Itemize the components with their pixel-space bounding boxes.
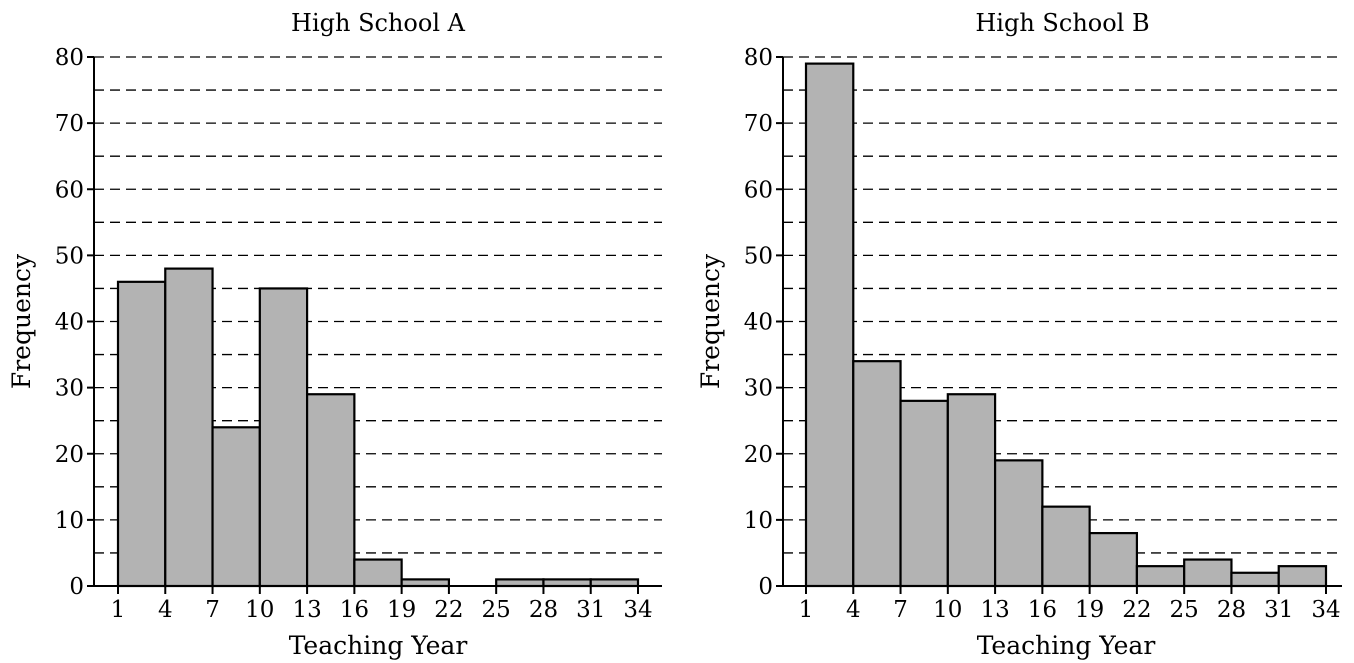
y-tick-label: 10: [55, 508, 84, 534]
chart-title: High School A: [291, 9, 466, 37]
x-tick-label: 4: [846, 597, 861, 623]
histogram-bar: [258, 287, 309, 588]
y-tick-label: 20: [55, 442, 84, 468]
x-tick-label: 19: [1075, 597, 1104, 623]
y-axis-label: Frequency: [7, 253, 36, 389]
histogram-bar: [1088, 531, 1139, 588]
y-tick-label: 60: [55, 177, 84, 203]
y-tick-label: 0: [69, 574, 84, 600]
x-tick-label: 34: [1311, 597, 1340, 623]
y-tick-label: 40: [744, 310, 773, 336]
y-axis-label: Frequency: [696, 253, 725, 389]
x-tick-label: 34: [623, 597, 652, 623]
x-tick-label: 7: [893, 597, 908, 623]
histogram-bar: [899, 399, 949, 588]
histogram-bar: [804, 62, 855, 588]
y-tick-label: 80: [744, 45, 773, 71]
grid-lines: [783, 56, 1342, 554]
x-tick-label: 16: [340, 597, 369, 623]
grid-lines: [94, 56, 662, 554]
x-tick-label: 19: [387, 597, 416, 623]
x-tick-label: 25: [1170, 597, 1199, 623]
x-axis-label: Teaching Year: [977, 631, 1156, 660]
histogram-bar: [1183, 558, 1233, 588]
histogram-bar: [1135, 565, 1186, 588]
x-tick-label: 31: [576, 597, 605, 623]
histogram-bar: [1230, 571, 1280, 588]
y-tick-label: 80: [55, 45, 84, 71]
y-tick-label: 70: [744, 111, 773, 137]
y-tick-label: 20: [744, 442, 773, 468]
x-tick-label: 25: [482, 597, 511, 623]
histogram-bar: [993, 459, 1044, 588]
y-tick-label: 50: [55, 243, 84, 269]
histogram-bar: [164, 267, 214, 588]
chart-panel-high-school-a: High School A Teaching Year Frequency 0 1…: [7, 9, 662, 660]
histogram-bar: [353, 558, 403, 588]
x-tick-label: 10: [933, 597, 962, 623]
histogram-bar: [852, 360, 902, 588]
y-tick-label: 10: [744, 508, 773, 534]
x-tick-label: 7: [205, 597, 220, 623]
histogram-bar: [1041, 505, 1091, 588]
y-tick-label: 50: [744, 243, 773, 269]
histogram-bar: [305, 393, 356, 588]
x-axis-label: Teaching Year: [289, 631, 468, 660]
y-tick-label: 60: [744, 177, 773, 203]
histogram-bar: [116, 280, 167, 588]
y-tick-label: 30: [744, 376, 773, 402]
x-tick-label: 16: [1028, 597, 1057, 623]
x-tick-label: 4: [158, 597, 173, 623]
histogram-bar: [211, 426, 261, 588]
histogram-bar: [946, 393, 997, 588]
x-tick-label: 1: [799, 597, 814, 623]
y-tick-label: 30: [55, 376, 84, 402]
x-tick-label: 10: [245, 597, 274, 623]
x-tick-label: 22: [434, 597, 463, 623]
x-tick-label: 22: [1122, 597, 1151, 623]
x-tick-label: 31: [1264, 597, 1293, 623]
x-tick-label: 28: [529, 597, 558, 623]
x-tick-label: 1: [111, 597, 126, 623]
x-tick-label: 28: [1217, 597, 1246, 623]
chart-title: High School B: [975, 9, 1149, 37]
chart-panel-high-school-b: High School B Teaching Year Frequency 01…: [696, 9, 1342, 660]
x-tick-label: 13: [980, 597, 1009, 623]
y-tick-label: 70: [55, 111, 84, 137]
histogram-bar: [1277, 565, 1328, 588]
x-tick-label: 13: [292, 597, 321, 623]
y-tick-label: 40: [55, 310, 84, 336]
y-tick-label: 0: [758, 574, 773, 600]
